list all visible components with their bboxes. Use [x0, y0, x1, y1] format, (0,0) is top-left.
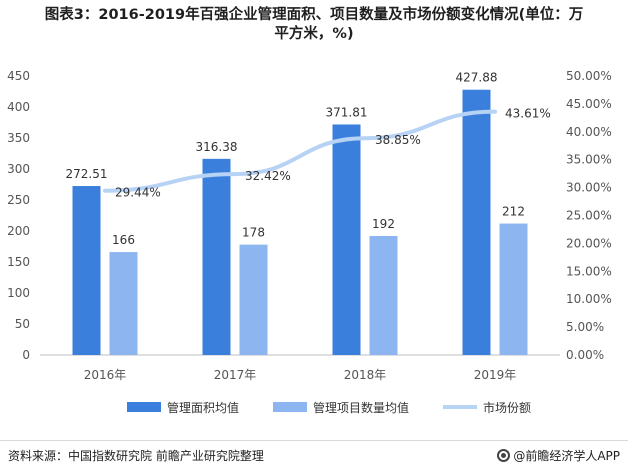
bar-label-project-count: 178 — [242, 226, 265, 240]
bar-label-project-count: 166 — [112, 233, 135, 247]
footer: 资料来源：中国指数研究院 前瞻产业研究院整理 @前瞻经济学人APP — [0, 440, 628, 469]
axes: 0 50 100 150 200 250 300 350 400 450 0.00% 5.00% 10.… — [7, 69, 612, 382]
bar-management-area — [202, 158, 231, 355]
brand-text: @前瞻经济学人APP — [513, 449, 620, 463]
line-label-market-share: 29.44% — [115, 186, 161, 200]
source-note: 资料来源：中国指数研究院 前瞻产业研究院整理 — [8, 449, 264, 463]
y-right-tick-label: 50.00% — [566, 69, 612, 83]
bar-project-count — [109, 252, 138, 355]
y-right-tick-label: 30.00% — [566, 181, 612, 195]
market-share-line-path — [103, 109, 497, 193]
y-right-tick-label: 25.00% — [566, 209, 612, 223]
y-left-tick-label: 50 — [15, 317, 30, 331]
legend-label: 管理面积均值 — [167, 400, 239, 415]
bar-label-project-count: 212 — [502, 205, 525, 219]
bar-label-project-count: 192 — [372, 217, 395, 231]
legend-label: 管理项目数量均值 — [313, 400, 409, 415]
y-left-tick-label: 300 — [7, 162, 30, 176]
combo-chart: 0 50 100 150 200 250 300 350 400 450 0.00% 5.00% 10.… — [7, 69, 612, 415]
y-right-tick-label: 20.00% — [566, 236, 612, 250]
y-right-tick-label: 5.00% — [566, 320, 604, 334]
bar-management-area — [332, 124, 361, 355]
y-right-tick-label: 0.00% — [566, 348, 604, 362]
y-left-tick-label: 400 — [7, 100, 30, 114]
bar-project-count — [369, 235, 398, 355]
bar-label-management-area: 272.51 — [66, 167, 108, 181]
brand: @前瞻经济学人APP — [497, 447, 620, 464]
legend-label: 市场份额 — [483, 400, 531, 415]
legend-swatch — [273, 402, 307, 412]
bar-management-area — [462, 89, 491, 355]
y-left-tick-label: 200 — [7, 224, 30, 238]
y-left-tick-label: 0 — [22, 348, 30, 362]
legend: 管理面积均值 管理项目数量均值 市场份额 — [127, 400, 531, 415]
y-left-tick-label: 250 — [7, 193, 30, 207]
y-left-tick-label: 150 — [7, 255, 30, 269]
chart-title-line-2: 平方米，%) — [274, 26, 354, 42]
x-tick-label: 2018年 — [344, 368, 387, 382]
y-left-tick-label: 450 — [7, 69, 30, 83]
y-right-tick-label: 15.00% — [566, 264, 612, 278]
bars — [72, 89, 528, 355]
bar-management-area — [72, 186, 101, 355]
bar-label-management-area: 316.38 — [196, 140, 238, 154]
y-left-tick-label: 350 — [7, 131, 30, 145]
x-tick-label: 2017年 — [214, 368, 257, 382]
y-right-tick-label: 45.00% — [566, 97, 612, 111]
x-tick-label: 2016年 — [84, 368, 127, 382]
y-left-tick-label: 100 — [7, 286, 30, 300]
data-labels: 272.51 316.38 371.81 427.88 166 178 192 212 29.4… — [66, 71, 551, 247]
market-share-line — [103, 109, 497, 193]
line-label-market-share: 38.85% — [375, 133, 421, 147]
chart-title: 图表3：2016-2019年百强企业管理面积、项目数量及市场份额变化情况(单位：… — [0, 6, 628, 44]
y-right-tick-label: 40.00% — [566, 125, 612, 139]
legend-swatch — [127, 402, 161, 412]
bar-project-count — [239, 244, 268, 355]
bar-label-management-area: 427.88 — [456, 71, 498, 85]
y-right-tick-label: 35.00% — [566, 153, 612, 167]
line-label-market-share: 32.42% — [245, 169, 291, 183]
brand-logo-icon — [497, 449, 511, 462]
bar-label-management-area: 371.81 — [326, 105, 368, 119]
bar-project-count — [499, 223, 528, 355]
line-label-market-share: 43.61% — [505, 107, 551, 121]
y-right-tick-label: 10.00% — [566, 292, 612, 306]
x-tick-label: 2019年 — [474, 368, 517, 382]
chart-title-line-1: 图表3：2016-2019年百强企业管理面积、项目数量及市场份额变化情况(单位：… — [44, 7, 584, 23]
